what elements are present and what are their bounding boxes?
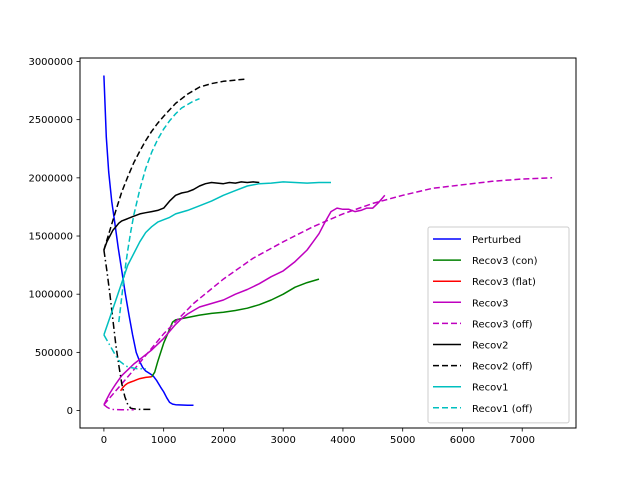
series-line-recov3-con [151, 278, 320, 378]
y-axis: 0 500000 1000000 1500000 2000000 2500000 30000… [28, 57, 80, 417]
x-tick-label: 4000 [330, 435, 355, 446]
series-layer [103, 75, 553, 411]
y-tick-label: 2500000 [28, 115, 73, 126]
y-tick-label: 3000000 [28, 57, 73, 68]
legend-label-recov3-off: Recov3 (off) [472, 319, 533, 330]
series-line-recov3 [103, 194, 386, 406]
series-line-recov1-off [118, 98, 200, 323]
plot-area-frame [79, 57, 577, 429]
legend-label-recov1-off: Recov1 (off) [472, 404, 533, 415]
x-tick-label: 6000 [450, 435, 475, 446]
y-tick-label: 2000000 [28, 173, 73, 184]
x-tick-label: 1000 [151, 435, 176, 446]
series-line-recov2-off [103, 78, 248, 251]
y-tick-label: 0 [67, 406, 73, 417]
legend-label-recov2-off: Recov2 (off) [472, 362, 533, 373]
legend: Perturbed Recov3 (con) Recov3 (flat) Recov3… [427, 226, 570, 424]
legend-label-recov1: Recov1 [472, 383, 509, 394]
x-tick-label: 2000 [211, 435, 236, 446]
series-line-recov1 [103, 181, 331, 336]
series-line-recov3-flat [119, 376, 152, 392]
y-tick-label: 1500000 [28, 232, 73, 243]
legend-label-recov3: Recov3 [472, 298, 509, 309]
y-tick-label: 500000 [35, 348, 73, 359]
x-tick-label: 3000 [270, 435, 295, 446]
series-line-unlabeled-11 [103, 404, 134, 411]
x-axis: 0 1000 2000 3000 4000 5000 6000 7000 [101, 428, 535, 446]
legend-label-perturbed: Perturbed [472, 235, 521, 246]
x-tick-label: 0 [101, 435, 107, 446]
x-tick-label: 7000 [509, 435, 534, 446]
x-tick-label: 5000 [390, 435, 415, 446]
legend-box [427, 226, 570, 424]
legend-label-recov3-flat: Recov3 (flat) [472, 277, 536, 288]
series-line-recov2 [103, 181, 260, 251]
y-tick-label: 1000000 [28, 290, 73, 301]
legend-label-recov3-con: Recov3 (con) [472, 256, 538, 267]
legend-label-recov2: Recov2 [472, 341, 509, 352]
